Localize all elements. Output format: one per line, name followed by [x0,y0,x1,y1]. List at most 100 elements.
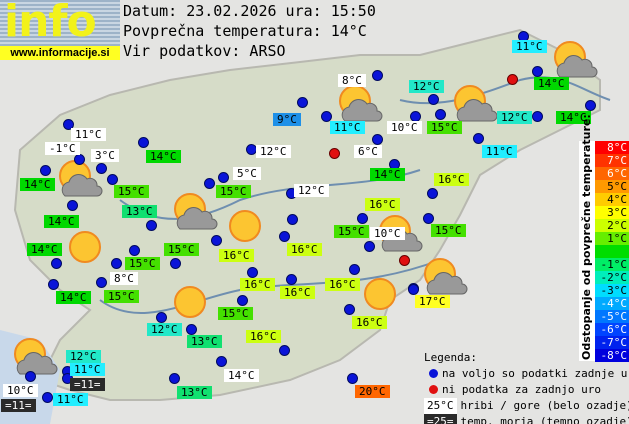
station-temperature: 20°C [355,385,390,398]
station-temperature: 14°C [534,77,569,90]
station-dot[interactable] [297,97,308,108]
station-temperature: 15°C [216,185,251,198]
station-dot[interactable] [344,304,355,315]
station-dot[interactable] [287,214,298,225]
station-temperature: 16°C [246,330,281,343]
station-temperature: 12°C [497,111,532,124]
station-temperature: 15°C [218,307,253,320]
station-temperature: 12°C [66,350,101,363]
legend-red-text: ni podatka za zadnjo uro [442,383,601,396]
station-dot[interactable] [96,277,107,288]
station-dot[interactable] [211,235,222,246]
station-temperature: 15°C [104,290,139,303]
station-dot[interactable] [129,245,140,256]
sun-cloud-icon [554,41,598,78]
station-temperature: 14°C [56,291,91,304]
station-temperature: 11°C [71,128,106,141]
station-temperature: 14°C [556,111,591,124]
station-dot[interactable] [169,373,180,384]
station-temperature: =11= [70,378,105,391]
legend-sea-text: temp. morja (temno ozadje) [460,415,629,424]
scale-row: -2°C [595,271,629,284]
station-dot[interactable] [279,231,290,242]
station-temperature: 6°C [354,145,382,158]
station-dot[interactable] [40,165,51,176]
station-dot[interactable] [218,172,229,183]
scale-title: Odstopanje od povprečne temperature: [580,114,593,360]
sun-icon [364,278,396,310]
station-dot[interactable] [111,258,122,269]
station-temperature: 10°C [387,121,422,134]
station-dot[interactable] [186,324,197,335]
station-temperature: 16°C [325,278,360,291]
logo-url-link[interactable]: www.informacije.si [0,46,120,60]
station-temperature: 15°C [164,243,199,256]
station-missing-dot[interactable] [329,148,340,159]
station-temperature: 9°C [273,113,301,126]
logo: info www.informacije.si [0,0,120,60]
sun-icon [229,210,261,242]
station-dot[interactable] [107,174,118,185]
station-temperature: 8°C [338,74,366,87]
station-dot[interactable] [247,267,258,278]
station-temperature: 14°C [27,243,62,256]
station-temperature: 15°C [114,185,149,198]
station-dot[interactable] [170,258,181,269]
station-dot[interactable] [321,111,332,122]
station-dot[interactable] [63,119,74,130]
station-dot[interactable] [349,264,360,275]
scale-row: 4°C [595,193,629,206]
station-dot[interactable] [216,356,227,367]
station-dot[interactable] [532,111,543,122]
station-dot[interactable] [408,284,419,295]
station-dot[interactable] [51,258,62,269]
scale-row: 2°C [595,219,629,232]
station-dot[interactable] [357,213,368,224]
scale-row: 7°C [595,154,629,167]
station-temperature: 11°C [512,40,547,53]
station-dot[interactable] [156,312,167,323]
station-dot[interactable] [347,373,358,384]
station-temperature: 12°C [256,145,291,158]
station-dot[interactable] [428,94,439,105]
station-dot[interactable] [585,100,596,111]
scale-row: -8°C [595,349,629,362]
station-dot[interactable] [532,66,543,77]
sun-icon [174,286,206,318]
station-dot[interactable] [364,241,375,252]
legend-red: ni podatka za zadnjo uro [424,382,629,398]
station-dot[interactable] [435,109,446,120]
station-dot[interactable] [25,371,36,382]
station-missing-dot[interactable] [507,74,518,85]
station-dot[interactable] [48,279,59,290]
station-dot[interactable] [279,345,290,356]
station-missing-dot[interactable] [399,255,410,266]
station-dot[interactable] [286,274,297,285]
country-shape [13,28,601,401]
station-dot[interactable] [138,137,149,148]
blue-dot-icon [429,368,438,378]
station-dot[interactable] [423,213,434,224]
station-temperature: 15°C [334,225,369,238]
station-dot[interactable] [427,188,438,199]
station-dot[interactable] [96,163,107,174]
station-temperature: 16°C [280,286,315,299]
station-dot[interactable] [67,200,78,211]
legend-title: Legenda: [424,351,477,364]
scale-row: 3°C [595,206,629,219]
data-source: Vir podatkov: ARSO [123,42,286,60]
station-dot[interactable] [237,295,248,306]
legend: Legenda: na voljo so podatki zadnje ure … [424,350,629,424]
sun-cloud-icon [424,258,468,295]
station-dot[interactable] [42,392,53,403]
station-dot[interactable] [74,154,85,165]
station-dot[interactable] [146,220,157,231]
sun-cloud-icon [339,85,383,122]
scale-row: -4°C [595,297,629,310]
scale-row [595,245,629,258]
station-dot[interactable] [372,70,383,81]
station-dot[interactable] [372,134,383,145]
station-dot[interactable] [473,133,484,144]
station-dot[interactable] [204,178,215,189]
